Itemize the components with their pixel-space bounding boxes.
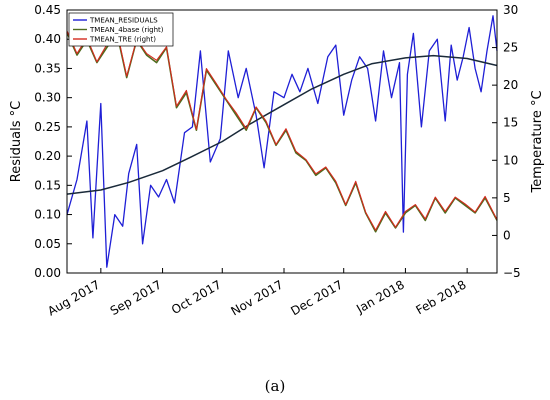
right-axis-tick-label: 0 bbox=[503, 228, 511, 242]
x-axis-tick-label: Sep 2017 bbox=[108, 277, 164, 318]
left-axis-tick-label: 0.35 bbox=[34, 61, 61, 75]
x-axis-tick-label: Feb 2018 bbox=[413, 277, 468, 317]
left-axis-tick-label: 0.45 bbox=[34, 3, 61, 17]
left-axis-tick-label: 0.05 bbox=[34, 237, 61, 251]
left-axis-tick-label: 0.20 bbox=[34, 149, 61, 163]
right-axis: −5 0 5 10 15 20 25 30 bbox=[492, 3, 521, 280]
y2-axis-label: Temperature °C bbox=[530, 90, 545, 193]
x-axis-tick-label: Nov 2017 bbox=[228, 277, 285, 318]
x-axis-tick-label: Jan 2018 bbox=[353, 277, 407, 316]
left-axis-tick-label: 0.10 bbox=[34, 208, 61, 222]
right-axis-tick-label: 25 bbox=[503, 41, 518, 55]
legend-label: TMEAN_TRE (right) bbox=[89, 36, 156, 44]
right-axis-tick-label: 20 bbox=[503, 78, 518, 92]
x-axis-tick-label: Dec 2017 bbox=[288, 277, 345, 318]
y-axis-label: Residuals °C bbox=[9, 101, 24, 182]
left-axis-tick-label: 0.15 bbox=[34, 178, 61, 192]
x-axis-tick-label: Oct 2017 bbox=[169, 277, 224, 317]
right-axis-tick-label: 5 bbox=[503, 191, 511, 205]
right-axis-tick-label: 30 bbox=[503, 3, 518, 17]
left-axis: 0.00 0.05 0.10 0.15 0.20 0.25 0.30 0.35 0.40 0.45 bbox=[34, 3, 72, 280]
left-axis-tick-label: 0.30 bbox=[34, 91, 61, 105]
left-axis-tick-label: 0.25 bbox=[34, 120, 61, 134]
x-axis: Aug 2017 Sep 2017 Oct 2017 Nov 2017 Dec 2017… bbox=[45, 268, 469, 318]
base-temperature-line bbox=[66, 31, 498, 233]
tre-temperature-line bbox=[66, 29, 498, 231]
plot-lines bbox=[66, 15, 498, 268]
x-axis-tick-label: Aug 2017 bbox=[45, 277, 102, 318]
residuals-line bbox=[66, 15, 498, 268]
left-axis-tick-label: 0.40 bbox=[34, 32, 61, 46]
figure-caption: (a) bbox=[264, 377, 286, 395]
plot-frame bbox=[66, 9, 498, 274]
right-axis-tick-label: 10 bbox=[503, 153, 518, 167]
left-axis-tick-label: 0.00 bbox=[34, 266, 61, 280]
right-axis-tick-label: 15 bbox=[503, 116, 518, 130]
legend-label: TMEAN_RESIDUALS bbox=[89, 17, 158, 25]
legend-label: TMEAN_4base (right) bbox=[89, 26, 164, 34]
right-axis-tick-label: −5 bbox=[503, 266, 521, 280]
trend-curve-line bbox=[66, 54, 498, 195]
